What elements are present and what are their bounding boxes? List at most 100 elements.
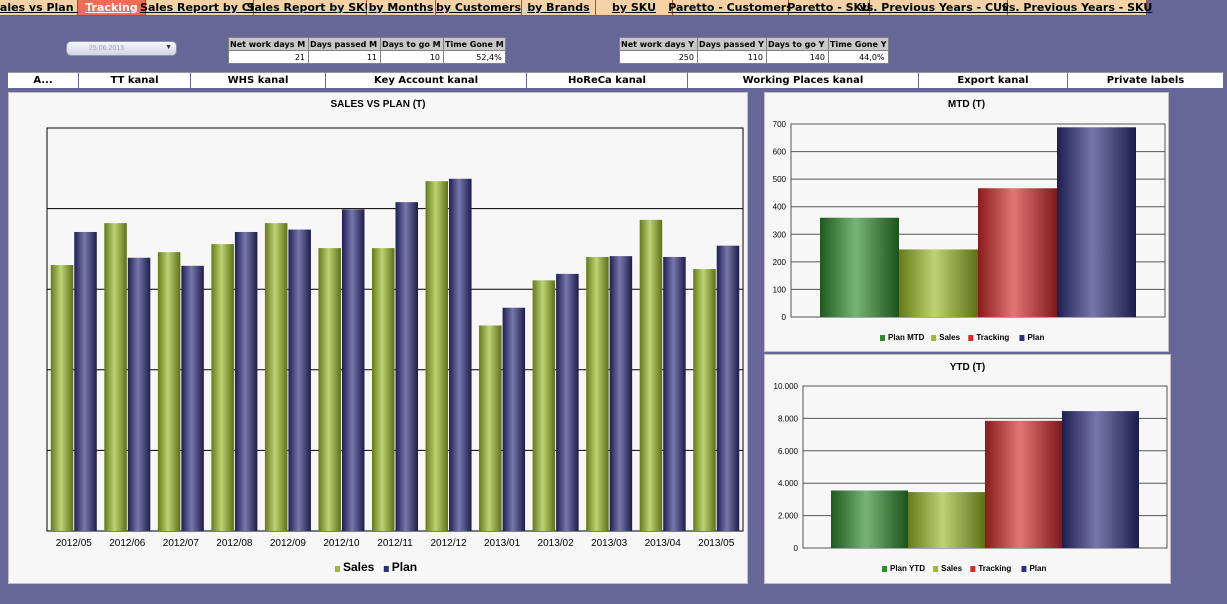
sales-bar-2012-07	[157, 252, 181, 531]
ytd-legend-sales-swatch	[933, 566, 939, 572]
mtd-chart-panel: MTD (T) 0 100 200 300 400 500 600 700 Plan MTD Sa…	[764, 92, 1169, 352]
year-header-days-passed: Days passed Y	[697, 37, 767, 51]
ytd-legend-tracking-swatch	[970, 566, 976, 572]
ytd-legend-plan-ytd-label: Plan YTD	[890, 564, 925, 573]
channel-tab-horeca[interactable]: HoReCa kanal	[527, 72, 688, 88]
year-days-to-go-value: 140	[766, 50, 829, 64]
mtd-legend-plan-label: Plan	[1027, 333, 1044, 342]
ytd-legend-sales-label: Sales	[941, 564, 962, 573]
plan-bar-2012-11	[395, 202, 418, 531]
channel-tab-bar: A... TT kanal WHS kanal Key Account kana…	[8, 72, 1224, 88]
ytd-legend-plan-swatch	[1021, 566, 1027, 572]
ytd-bar-sales	[908, 492, 985, 548]
tab-sales-vs-plan-1[interactable]: Sales vs Plan 1	[0, 0, 86, 16]
y-tick-label: 4.000	[778, 479, 799, 488]
plan-bar-2013-02	[556, 273, 579, 531]
sales-bar-2012-06	[104, 223, 127, 531]
mtd-bar-tracking	[978, 188, 1057, 317]
channel-tab-working-places[interactable]: Working Places kanal	[688, 72, 919, 88]
year-time-gone-value: 44,0%	[828, 50, 889, 64]
plan-bar-2013-03	[609, 256, 633, 531]
sales-bar-2013-03	[586, 256, 609, 531]
tab-tracking[interactable]: Tracking	[78, 0, 146, 16]
sales-bar-2012-12	[425, 181, 449, 532]
year-net-work-days-value: 250	[619, 50, 698, 64]
y-tick-label: 500	[773, 175, 787, 184]
tab-paretto-sku[interactable]: Paretto - SKU	[787, 0, 871, 16]
mtd-legend-plan-mtd-label: Plan MTD	[888, 333, 925, 342]
y-tick-label: 0	[794, 544, 799, 553]
tab-vs-previous-years-sku[interactable]: vs. Previous Years - SKU	[1001, 0, 1153, 16]
x-tick-label: 2012/08	[216, 538, 253, 549]
y-tick-label: 2.000	[778, 512, 799, 521]
x-tick-label: 2012/10	[323, 538, 360, 549]
channel-tab-all[interactable]: A...	[8, 72, 79, 88]
year-header-net-work-days: Net work days Y	[619, 37, 698, 51]
mtd-legend-plan-swatch	[1019, 335, 1025, 341]
legend-plan-swatch	[383, 566, 389, 572]
sheet-tab-bar: Sales vs Plan 1 Tracking Sales Report by…	[0, 0, 1153, 16]
x-tick-label: 2012/05	[56, 538, 93, 549]
month-header-time-gone: Time Gone M	[443, 37, 506, 51]
y-tick-label: 100	[773, 285, 787, 294]
plan-bar-2012-08	[234, 231, 258, 531]
tab-vs-previous-years-cust[interactable]: vs. Previous Years - CUST	[859, 0, 1018, 16]
channel-tab-tt[interactable]: TT kanal	[79, 72, 191, 88]
month-header-net-work-days: Net work days M	[228, 37, 309, 51]
mtd-bar-plan	[1057, 127, 1136, 318]
month-days-passed-value: 11	[308, 50, 381, 64]
sales-bar-2012-05	[50, 265, 74, 531]
plan-bar-2012-09	[288, 229, 311, 531]
legend-plan-label: Plan	[392, 560, 417, 574]
x-tick-label: 2012/11	[377, 538, 413, 549]
plan-bar-2012-07	[181, 265, 204, 531]
channel-tab-private-labels[interactable]: Private labels	[1068, 72, 1224, 88]
tab-by-customers[interactable]: by Customers	[435, 0, 522, 16]
plan-bar-2012-05	[74, 231, 97, 531]
y-tick-label: 6.000	[778, 447, 799, 456]
sales-bar-2013-04	[639, 219, 663, 531]
ytd-chart-panel: YTD (T) 0 2.000 4.000 6.000 8.000 10.000 Plan …	[764, 354, 1171, 584]
chevron-down-icon[interactable]: ▼	[165, 44, 172, 51]
date-select[interactable]: 25.06.2013 ▼	[66, 41, 177, 56]
x-tick-label: 2013/02	[538, 538, 575, 549]
tab-by-brands[interactable]: by Brands	[522, 0, 596, 16]
x-tick-label: 2013/04	[645, 538, 682, 549]
channel-tab-whs[interactable]: WHS kanal	[191, 72, 326, 88]
mtd-bar-sales	[899, 249, 978, 317]
ytd-legend-plan-ytd-swatch	[882, 566, 887, 572]
sales-vs-plan-chart: 2012/05 2012/06 2012/07 2012/08 2012/09 2012/…	[46, 127, 744, 574]
month-days-to-go-value: 10	[380, 50, 444, 64]
mtd-legend-sales-swatch	[931, 335, 937, 341]
ytd-legend-plan-label: Plan	[1029, 564, 1046, 573]
sales-bar-2012-09	[264, 223, 288, 531]
year-header-days-to-go: Days to go Y	[766, 37, 829, 51]
mtd-legend-plan-mtd-swatch	[880, 335, 885, 341]
tab-sales-report-by-ch[interactable]: Sales Report by CH	[140, 0, 259, 16]
plan-bar-2013-01	[502, 307, 526, 531]
y-tick-label: 600	[773, 148, 787, 157]
tab-paretto-customers[interactable]: Paretto - Customers	[668, 0, 793, 16]
channel-tab-key-account[interactable]: Key Account kanal	[326, 72, 527, 88]
sales-vs-plan-chart-panel: SALES VS PLAN (T) 2012/05 2012/06 2012/07 2…	[8, 92, 748, 584]
plan-bar-2012-12	[449, 178, 472, 531]
tab-by-sku[interactable]: by SKU	[596, 0, 673, 16]
mtd-legend-sales-label: Sales	[939, 333, 960, 342]
ytd-legend-tracking-label: Tracking	[978, 564, 1011, 573]
month-net-work-days-value: 21	[228, 50, 309, 64]
y-tick-label: 400	[773, 203, 787, 212]
tab-sales-report-by-sku[interactable]: Sales Report by SKU	[246, 0, 374, 16]
x-tick-label: 2012/09	[270, 538, 307, 549]
sales-bar-2013-05	[693, 269, 716, 531]
month-header-days-passed: Days passed M	[308, 37, 381, 51]
x-tick-label: 2013/03	[591, 538, 628, 549]
y-tick-label: 10.000	[774, 382, 799, 391]
y-tick-label: 0	[782, 313, 787, 322]
channel-tab-export[interactable]: Export kanal	[919, 72, 1068, 88]
sales-bar-2013-01	[479, 325, 502, 531]
mtd-legend-tracking-label: Tracking	[976, 333, 1009, 342]
plan-bar-2012-06	[127, 257, 151, 531]
tab-by-months[interactable]: by Months	[367, 0, 436, 16]
y-tick-label: 300	[773, 230, 787, 239]
sales-bar-2012-08	[211, 244, 234, 531]
